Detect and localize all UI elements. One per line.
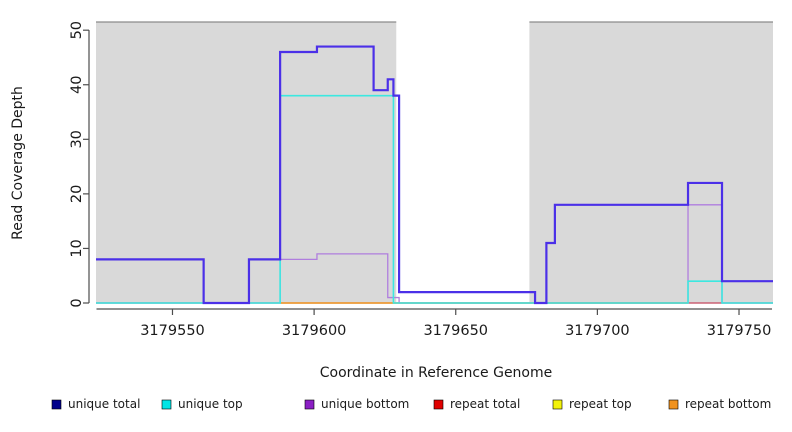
series-unique-total — [96, 45, 773, 305]
x-tick-label: 3179750 — [707, 323, 772, 339]
x-tick-label: 3179600 — [282, 323, 347, 339]
shaded-region-repeat-mask-right — [529, 22, 773, 303]
y-tick-label: 50 — [69, 21, 85, 39]
y-tick-label: 40 — [69, 76, 85, 94]
legend-swatch-unique-bottom — [304, 399, 315, 410]
y-axis-title: Read Coverage Depth — [10, 86, 26, 240]
legend-label-unique-total: unique total — [68, 397, 140, 411]
legend-label-repeat-top: repeat top — [569, 397, 632, 411]
legend-label-repeat-total: repeat total — [450, 397, 520, 411]
x-tick-label: 3179650 — [423, 323, 488, 339]
x-axis-title: Coordinate in Reference Genome — [320, 365, 553, 381]
legend-label-unique-bottom: unique bottom — [321, 397, 409, 411]
x-tick-label: 3179550 — [140, 323, 205, 339]
tick-labels: 3179550 3179600 3179650 3179700 3179750 0 10 20… — [69, 21, 771, 339]
y-tick-label: 20 — [69, 185, 85, 203]
y-tick-label: 10 — [69, 239, 85, 257]
legend: unique total unique top unique bottom repea… — [51, 397, 771, 411]
series-layer — [96, 45, 773, 305]
legend-swatch-repeat-bottom — [668, 399, 679, 410]
legend-swatch-unique-top — [161, 399, 172, 410]
y-tick-label: 30 — [69, 130, 85, 148]
y-tick-label: 0 — [69, 298, 85, 307]
shaded-region-repeat-mask-left — [96, 22, 397, 303]
legend-swatch-unique-total — [51, 399, 62, 410]
legend-label-unique-top: unique top — [178, 397, 243, 411]
x-tick-label: 3179700 — [565, 323, 630, 339]
legend-label-repeat-bottom: repeat bottom — [685, 397, 771, 411]
legend-swatch-repeat-top — [552, 399, 563, 410]
axis-layer — [83, 29, 773, 315]
shaded-regions — [96, 22, 773, 303]
legend-swatch-repeat-total — [433, 399, 444, 410]
